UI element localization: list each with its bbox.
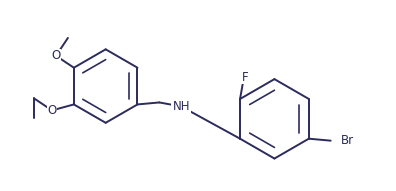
Text: O: O <box>48 104 57 117</box>
Text: O: O <box>51 49 61 62</box>
Text: NH: NH <box>172 100 190 113</box>
Text: F: F <box>242 71 248 84</box>
Text: Br: Br <box>341 134 354 147</box>
